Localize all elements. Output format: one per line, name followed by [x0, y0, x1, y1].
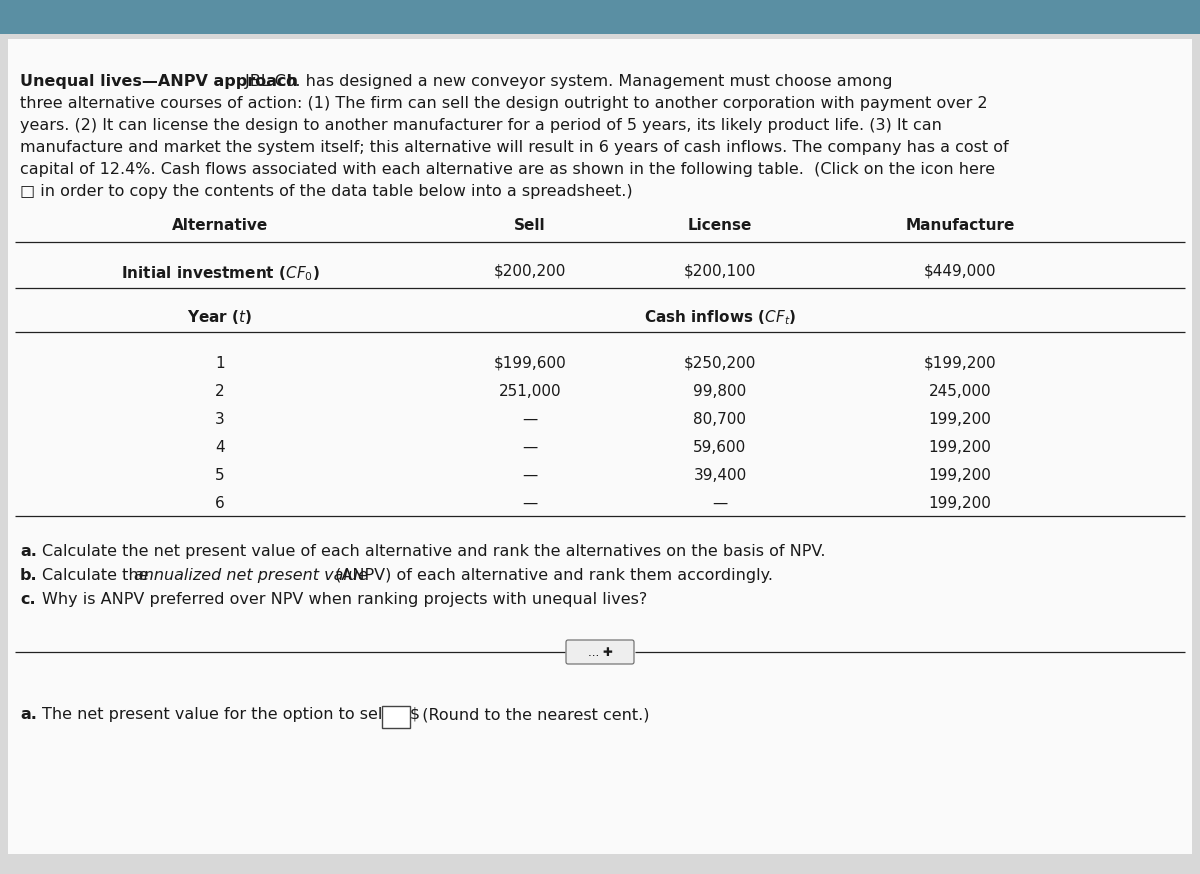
Text: —: — — [522, 468, 538, 483]
Text: JBL Co. has designed a new conveyor system. Management must choose among: JBL Co. has designed a new conveyor syst… — [240, 74, 893, 89]
Text: Year ($\mathit{t}$): Year ($\mathit{t}$) — [187, 308, 252, 326]
Text: 39,400: 39,400 — [694, 468, 746, 483]
Text: Unequal lives—ANPV approach: Unequal lives—ANPV approach — [20, 74, 298, 89]
Text: $250,200: $250,200 — [684, 356, 756, 371]
Text: capital of 12.4%. Cash flows associated with each alternative are as shown in th: capital of 12.4%. Cash flows associated … — [20, 162, 995, 177]
Text: ... ✚: ... ✚ — [588, 646, 612, 658]
Text: 199,200: 199,200 — [929, 468, 991, 483]
Text: 199,200: 199,200 — [929, 440, 991, 455]
Text: years. (2) It can license the design to another manufacturer for a period of 5 y: years. (2) It can license the design to … — [20, 118, 942, 133]
Text: 59,600: 59,600 — [694, 440, 746, 455]
Text: (Round to the nearest cent.): (Round to the nearest cent.) — [412, 707, 649, 722]
FancyBboxPatch shape — [566, 640, 634, 664]
Text: Alternative: Alternative — [172, 218, 268, 233]
Text: Manufacture: Manufacture — [905, 218, 1015, 233]
Text: —: — — [522, 412, 538, 427]
Text: $199,600: $199,600 — [493, 356, 566, 371]
Text: Why is ANPV preferred over NPV when ranking projects with unequal lives?: Why is ANPV preferred over NPV when rank… — [42, 592, 647, 607]
Bar — [0, 0, 1200, 34]
Text: 245,000: 245,000 — [929, 384, 991, 399]
Text: b.: b. — [20, 568, 37, 583]
Text: 6: 6 — [215, 496, 224, 511]
Text: Cash inflows ($\mathit{CF}_t$): Cash inflows ($\mathit{CF}_t$) — [644, 308, 796, 327]
Text: $199,200: $199,200 — [924, 356, 996, 371]
Text: 2: 2 — [215, 384, 224, 399]
Text: 99,800: 99,800 — [694, 384, 746, 399]
Text: 199,200: 199,200 — [929, 496, 991, 511]
Text: License: License — [688, 218, 752, 233]
Text: $449,000: $449,000 — [924, 264, 996, 279]
Text: Sell: Sell — [514, 218, 546, 233]
Text: manufacture and market the system itself; this alternative will result in 6 year: manufacture and market the system itself… — [20, 140, 1009, 155]
Text: 5: 5 — [215, 468, 224, 483]
Text: a.: a. — [20, 544, 37, 559]
Text: Calculate the: Calculate the — [42, 568, 154, 583]
Text: □ in order to copy the contents of the data table below into a spreadsheet.): □ in order to copy the contents of the d… — [20, 184, 632, 199]
Text: 199,200: 199,200 — [929, 412, 991, 427]
Text: 80,700: 80,700 — [694, 412, 746, 427]
Text: a.: a. — [20, 707, 37, 722]
Text: —: — — [522, 496, 538, 511]
Text: Initial investment ($\mathit{CF}_0$): Initial investment ($\mathit{CF}_0$) — [121, 264, 319, 282]
Text: 251,000: 251,000 — [499, 384, 562, 399]
Text: —: — — [522, 440, 538, 455]
Text: —: — — [713, 496, 727, 511]
Text: three alternative courses of action: (1) The firm can sell the design outright t: three alternative courses of action: (1)… — [20, 96, 988, 111]
Text: The net present value for the option to sell is $: The net present value for the option to … — [42, 707, 420, 722]
Text: annualized net present value: annualized net present value — [134, 568, 368, 583]
Text: $200,200: $200,200 — [494, 264, 566, 279]
Text: $200,100: $200,100 — [684, 264, 756, 279]
FancyBboxPatch shape — [382, 706, 410, 728]
Text: Calculate the net present value of each alternative and rank the alternatives on: Calculate the net present value of each … — [42, 544, 826, 559]
Text: c.: c. — [20, 592, 36, 607]
Text: 4: 4 — [215, 440, 224, 455]
Text: 3: 3 — [215, 412, 224, 427]
Text: (ANPV) of each alternative and rank them accordingly.: (ANPV) of each alternative and rank them… — [330, 568, 773, 583]
Text: 1: 1 — [215, 356, 224, 371]
